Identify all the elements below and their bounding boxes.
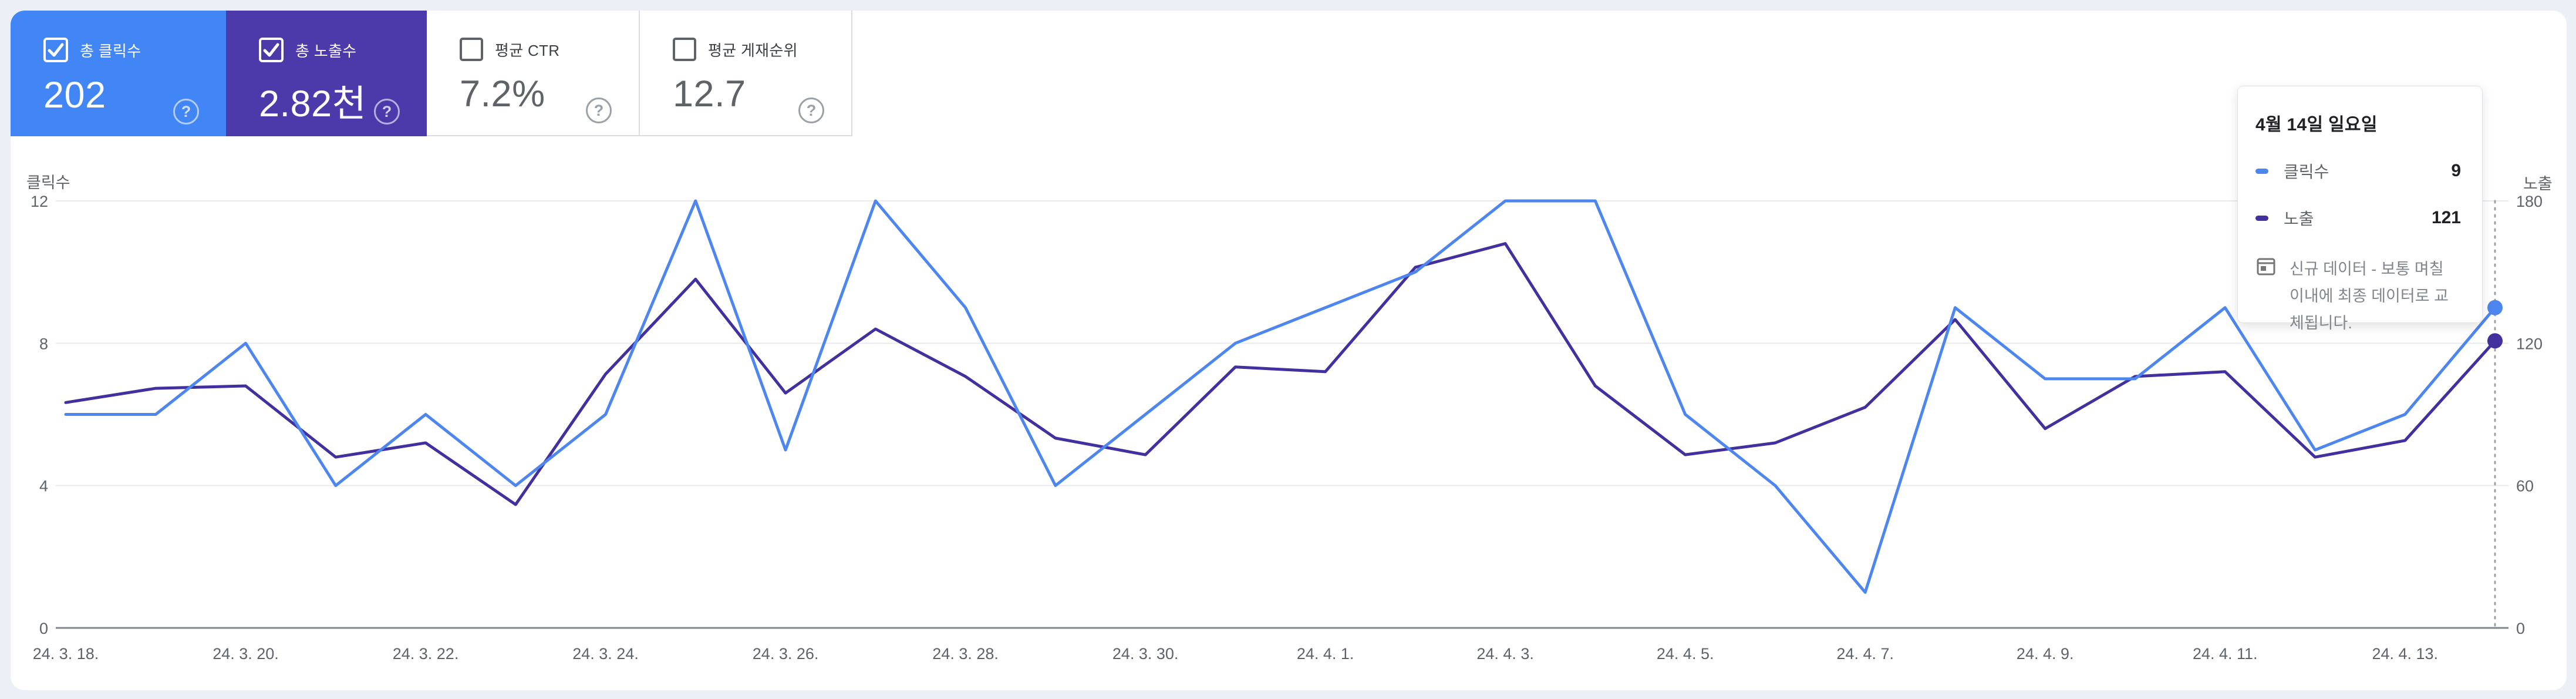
metric-card-value: 202	[43, 75, 106, 116]
note-line: 체됩니다.	[2290, 314, 2352, 332]
metric-card-label: 평균 게재순위	[708, 41, 798, 59]
left-axis-title: 클릭수	[26, 174, 70, 191]
tooltip-impressions-row: 노출 121	[2255, 206, 2461, 230]
metric-card-value: 12.7	[673, 73, 746, 115]
help-glyph: ?	[594, 101, 604, 119]
chart-hover-tooltip: 4월 14일 일요일 클릭수 9 노출 121 신규 데이터 - 보통 며칠 이…	[2237, 86, 2483, 332]
tooltip-new-data-note: 신규 데이터 - 보통 며칠 이내에 최종 데이터로 교 체됩니다.	[2255, 256, 2461, 337]
note-line: 이내에 최종 데이터로 교	[2290, 287, 2449, 305]
calendar-icon	[2257, 258, 2275, 275]
metric-card-total-clicks[interactable]: 총 클릭수 202 ?	[11, 11, 226, 136]
tooltip-date-title: 4월 14일 일요일	[2255, 115, 2378, 135]
checkbox-checked-icon[interactable]	[259, 38, 284, 62]
help-glyph: ?	[382, 102, 392, 120]
checkbox-checked-icon[interactable]	[43, 38, 68, 62]
help-glyph: ?	[181, 102, 191, 120]
metric-card-header: 총 클릭수	[43, 38, 226, 62]
metric-card-label: 총 클릭수	[80, 42, 141, 60]
clicks-series-dash-icon	[2255, 168, 2268, 174]
tooltip-clicks-row: 클릭수 9	[2255, 159, 2461, 183]
metric-tiles-row: 총 클릭수 202 ? 총 노출수 2.82천 ? 평균 CTR 7.	[11, 11, 852, 136]
metric-card-value: 7.2%	[460, 73, 545, 115]
metric-card-header: 평균 게재순위	[673, 38, 851, 61]
help-glyph: ?	[806, 101, 817, 119]
tooltip-impressions-label: 노출	[2284, 210, 2314, 228]
metric-card-total-impressions[interactable]: 총 노출수 2.82천 ?	[226, 11, 427, 136]
checkbox-icon[interactable]	[460, 38, 483, 61]
metric-card-label: 총 노출수	[295, 42, 357, 60]
metric-card-header: 총 노출수	[259, 38, 427, 62]
performance-panel: 총 클릭수 202 ? 총 노출수 2.82천 ? 평균 CTR 7.	[11, 11, 2567, 690]
help-icon[interactable]: ?	[374, 99, 400, 125]
help-icon[interactable]: ?	[586, 98, 612, 123]
check-icon	[48, 43, 64, 57]
metric-card-value: 2.82천	[259, 83, 367, 125]
checkbox-icon[interactable]	[673, 38, 696, 61]
check-icon	[263, 43, 279, 57]
help-icon[interactable]: ?	[173, 99, 199, 125]
right-axis-title: 노출	[2523, 175, 2553, 193]
impressions-series-dash-icon	[2255, 215, 2268, 221]
metric-card-average-position[interactable]: 평균 게재순위 12.7 ?	[640, 11, 852, 136]
tooltip-note-text: 신규 데이터 - 보통 며칠 이내에 최종 데이터로 교 체됩니다.	[2290, 256, 2449, 337]
tooltip-impressions-value: 121	[2431, 208, 2461, 227]
metric-card-label: 평균 CTR	[495, 41, 560, 59]
tooltip-clicks-label: 클릭수	[2284, 163, 2329, 181]
metric-card-average-ctr[interactable]: 평균 CTR 7.2% ?	[427, 11, 640, 136]
note-line: 신규 데이터 - 보통 며칠	[2290, 260, 2444, 278]
metric-card-header: 평균 CTR	[460, 38, 639, 61]
tooltip-clicks-value: 9	[2451, 161, 2461, 180]
help-icon[interactable]: ?	[798, 98, 824, 123]
